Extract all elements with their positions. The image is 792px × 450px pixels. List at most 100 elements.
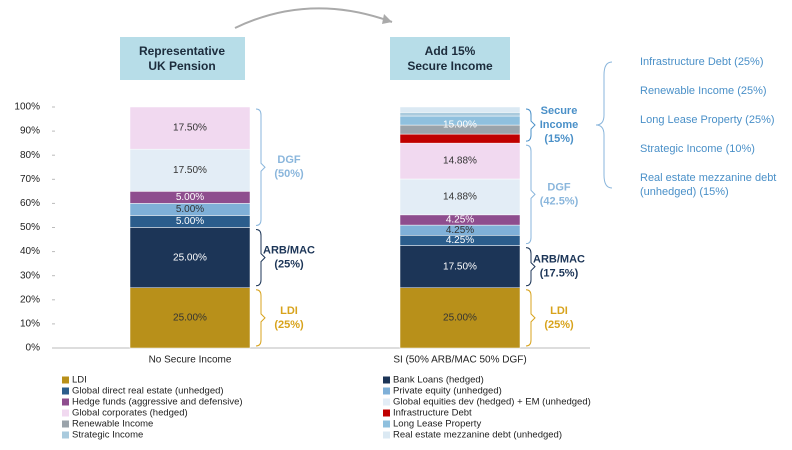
value-label: 17.50% [443,261,477,272]
legend-label: Global equities dev (hedged) + EM (unhed… [393,397,591,408]
legend-label: Infrastructure Debt [393,408,472,419]
legend-label: Long Lease Property [393,419,481,430]
annotation: ARB/MAC [263,245,315,257]
bracket [525,289,536,347]
list-item: Renewable Income (25%) [640,85,767,97]
annotation: DGF [277,154,301,166]
annotation: (15%) [544,133,574,145]
annotation: (50%) [274,168,304,180]
bar-segment [399,106,521,113]
value-label: 25.00% [173,252,207,263]
value-label: 5.00% [176,192,204,203]
legend-label: LDI [72,375,87,386]
legend-label: Global direct real estate (unhedged) [72,386,224,397]
annotation: (25%) [274,319,304,331]
legend-swatch [383,431,390,439]
annotation: DGF [547,181,571,193]
legend-swatch [383,420,390,428]
value-label: 14.88% [443,156,477,167]
list-item: Strategic Income (10%) [640,143,755,155]
legend-label: Real estate mezzanine debt (unhedged) [393,430,562,441]
annotation: (25%) [274,259,304,271]
value-label: 14.88% [443,192,477,203]
annotation: (17.5%) [540,268,579,280]
bracket [255,229,266,287]
value-label: 15.00% [443,120,477,131]
box [390,37,510,80]
annotation: LDI [280,305,298,317]
value-label: 25.00% [173,313,207,324]
annotation: LDI [550,305,568,317]
legend-swatch [62,387,69,395]
legend-swatch [62,398,69,406]
y-tick-label: 50% [20,222,40,233]
bracket [595,61,613,189]
y-tick-label: 70% [20,174,40,185]
bar-segment [399,287,521,349]
annotation: Secure [541,105,578,117]
bar-segment [399,142,521,180]
legend-label: Private equity (unhedged) [393,386,502,397]
box-label: UK Pension [148,59,215,73]
value-label: 17.50% [173,123,207,134]
arrow-head [382,14,392,24]
value-label: 5.00% [176,216,204,227]
legend-swatch [383,376,390,384]
bracket [525,247,536,287]
annotation: (42.5%) [540,195,579,207]
bar-segment [129,227,251,288]
bar-segment [399,133,521,144]
bracket [255,289,266,347]
legend-label: Strategic Income [72,430,143,441]
y-tick-label: 30% [20,270,40,281]
legend-swatch [62,409,69,417]
list-item: Long Lease Property (25%) [640,114,775,126]
legend-label: Bank Loans (hedged) [393,375,484,386]
annotation: Income [540,119,579,131]
value-label: 17.50% [173,165,207,176]
bar-segment [129,106,251,150]
legend-swatch [62,376,69,384]
value-label: 4.25% [446,235,474,246]
x-tick-label: No Secure Income [149,355,232,366]
legend-swatch [62,431,69,439]
list-item: (unhedged) (15%) [640,186,729,198]
y-tick-label: 40% [20,246,40,257]
legend-swatch [62,420,69,428]
y-tick-label: 90% [20,126,40,137]
bar-segment [129,148,251,192]
y-tick-label: 60% [20,198,40,209]
list-item: Infrastructure Debt (25%) [640,56,764,68]
box-label: Representative [139,44,225,58]
bracket [525,108,536,142]
bracket [255,108,266,226]
value-label: 5.00% [176,204,204,215]
legend-label: Hedge funds (aggressive and defensive) [72,397,243,408]
value-label: 25.00% [443,313,477,324]
legend-label: Global corporates (hedged) [72,408,188,419]
bar-segment [399,112,521,117]
bar-segment [399,245,521,288]
annotation: ARB/MAC [533,254,585,266]
arrow [234,7,393,29]
y-tick-label: 100% [14,102,40,113]
bracket [525,144,536,245]
box-label: Secure Income [407,59,493,73]
legend-swatch [383,387,390,395]
y-tick-label: 80% [20,150,40,161]
bar-segment [399,178,521,216]
y-tick-label: 20% [20,294,40,305]
box [120,37,245,80]
value-label: 4.25% [446,225,474,236]
bar-segment [129,287,251,349]
list-item: Real estate mezzanine debt [640,172,776,184]
x-tick-label: SI (50% ARB/MAC 50% DGF) [393,355,526,366]
value-label: 4.25% [446,215,474,226]
annotation: (25%) [544,319,574,331]
legend-swatch [383,409,390,417]
box-label: Add 15% [425,44,476,58]
y-tick-label: 10% [20,319,40,330]
legend-swatch [383,398,390,406]
y-tick-label: 0% [26,343,41,354]
